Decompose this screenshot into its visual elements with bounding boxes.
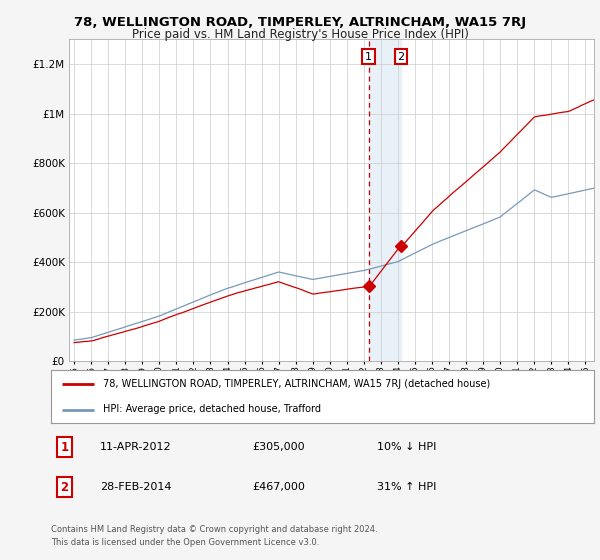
Text: 28-FEB-2014: 28-FEB-2014 [100,482,172,492]
Text: £467,000: £467,000 [252,482,305,492]
Text: 2: 2 [397,52,404,62]
Text: 11-APR-2012: 11-APR-2012 [100,442,172,452]
Text: 2: 2 [61,481,68,494]
Text: 1: 1 [365,52,372,62]
Text: 1: 1 [61,441,68,454]
Text: 78, WELLINGTON ROAD, TIMPERLEY, ALTRINCHAM, WA15 7RJ (detached house): 78, WELLINGTON ROAD, TIMPERLEY, ALTRINCH… [103,380,490,390]
Text: 10% ↓ HPI: 10% ↓ HPI [377,442,436,452]
Text: Contains HM Land Registry data © Crown copyright and database right 2024.
This d: Contains HM Land Registry data © Crown c… [51,525,377,547]
Bar [368,39,401,361]
Text: 31% ↑ HPI: 31% ↑ HPI [377,482,436,492]
Text: Price paid vs. HM Land Registry's House Price Index (HPI): Price paid vs. HM Land Registry's House … [131,28,469,41]
Text: £305,000: £305,000 [252,442,305,452]
Text: HPI: Average price, detached house, Trafford: HPI: Average price, detached house, Traf… [103,404,320,414]
Text: 78, WELLINGTON ROAD, TIMPERLEY, ALTRINCHAM, WA15 7RJ: 78, WELLINGTON ROAD, TIMPERLEY, ALTRINCH… [74,16,526,29]
